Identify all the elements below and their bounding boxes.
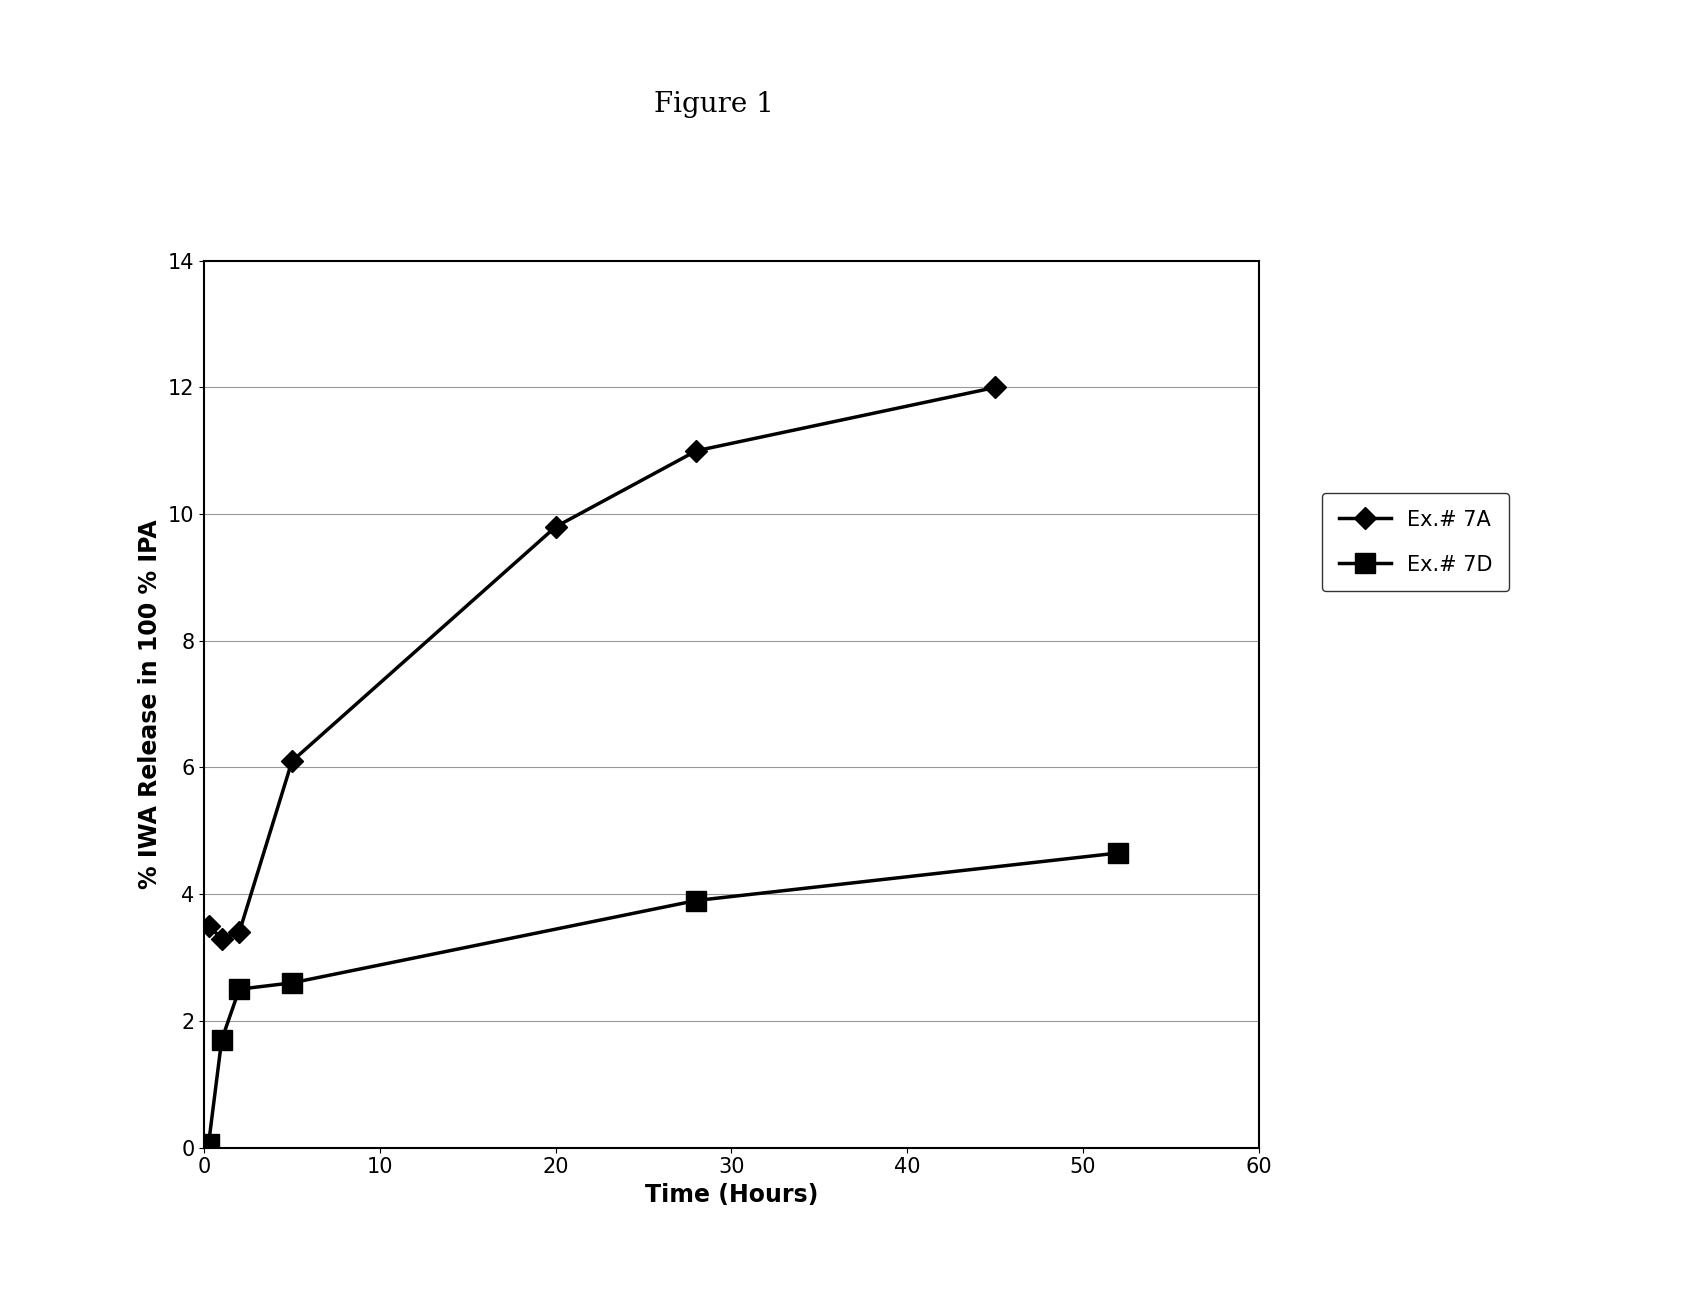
Ex.# 7A [199,918,219,934]
Ex.# 7D [282,975,303,991]
Ex.# 7D [199,1137,219,1153]
Legend: Ex.# 7A, Ex.# 7D: Ex.# 7A, Ex.# 7D [1322,493,1509,591]
Ex.# 7A [686,443,706,459]
Ex.# 7D [211,1031,231,1047]
Ex.# 7A [230,925,250,940]
Line: Ex.# 7A: Ex.# 7A [201,379,1002,947]
X-axis label: Time (Hours): Time (Hours) [645,1183,818,1206]
Ex.# 7A [282,754,303,769]
Text: Figure 1: Figure 1 [655,91,774,119]
Ex.# 7D [1107,845,1128,861]
Ex.# 7A [985,379,1005,395]
Ex.# 7D [686,893,706,909]
Line: Ex.# 7D: Ex.# 7D [199,844,1128,1154]
Y-axis label: % IWA Release in 100 % IPA: % IWA Release in 100 % IPA [138,519,162,889]
Ex.# 7A [211,931,231,947]
Ex.# 7A [546,519,566,535]
Ex.# 7D [230,982,250,998]
